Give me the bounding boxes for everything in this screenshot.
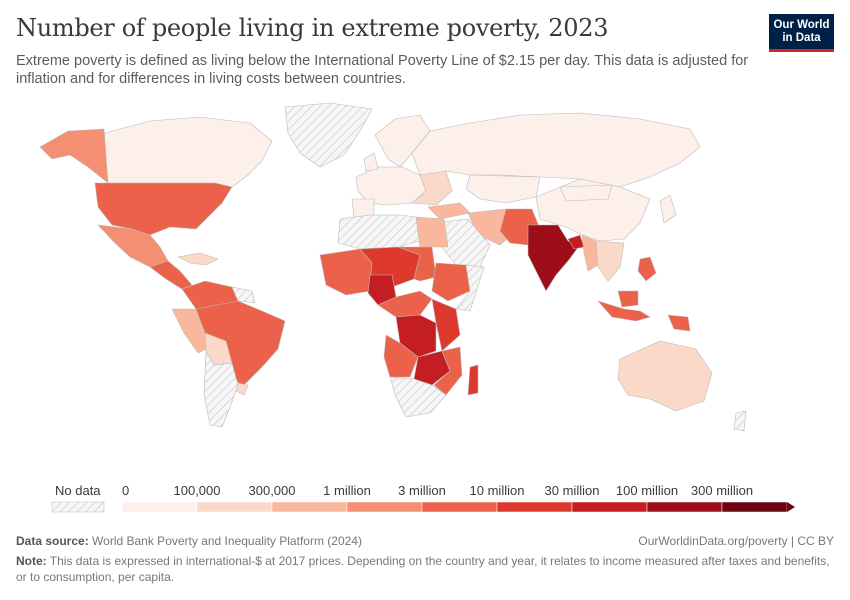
russia[interactable] [411, 112, 701, 188]
canada[interactable] [101, 116, 273, 188]
caribbean[interactable] [177, 252, 219, 266]
sudan[interactable] [397, 246, 437, 282]
west-africa[interactable] [319, 248, 373, 296]
legend-tick-label-5: 10 million [470, 483, 525, 498]
mongolia[interactable] [559, 184, 613, 202]
legend-bin-6[interactable] [571, 501, 648, 513]
legend-tick-label-0: 0 [122, 483, 129, 498]
source-label: Data source: [16, 534, 89, 548]
argentina-chile[interactable] [203, 350, 239, 428]
japan[interactable] [659, 194, 677, 224]
new-zealand[interactable] [733, 410, 747, 432]
legend-tick-label-6: 30 million [545, 483, 600, 498]
legend-bin-1[interactable] [196, 501, 273, 513]
south-africa[interactable] [389, 376, 447, 418]
madagascar[interactable] [467, 364, 479, 396]
papua-new-guinea[interactable] [667, 314, 691, 332]
note: Note: This data is expressed in internat… [16, 553, 834, 585]
kazakhstan[interactable] [465, 174, 541, 204]
legend-tick-label-7: 100 million [616, 483, 678, 498]
ethiopia[interactable] [431, 262, 471, 302]
chart-subtitle: Extreme poverty is defined as living bel… [16, 53, 749, 87]
egypt[interactable] [415, 216, 449, 248]
logo-line-1: Our World [773, 18, 830, 31]
legend-bin-2[interactable] [271, 501, 348, 513]
data-source: Data source: World Bank Poverty and Ineq… [16, 533, 362, 549]
uk[interactable] [363, 152, 379, 172]
legend-bins: 0 100,000 300,000 1 million 3 million 10 mill… [121, 483, 795, 513]
angola[interactable] [383, 334, 419, 378]
philippines[interactable] [637, 256, 657, 282]
legend-no-data-swatch [51, 501, 105, 513]
legend-tick-label-4: 3 million [398, 483, 446, 498]
greenland[interactable] [284, 102, 373, 168]
legend-bin-0[interactable] [121, 501, 198, 513]
guianas[interactable] [231, 286, 256, 304]
india[interactable] [527, 224, 581, 292]
legend-tick-label-2: 300,000 [249, 483, 296, 498]
legend-tick-label-1: 100,000 [174, 483, 221, 498]
australia[interactable] [617, 340, 713, 412]
somalia[interactable] [455, 264, 485, 312]
borneo[interactable] [617, 290, 639, 308]
iberia[interactable] [351, 198, 375, 218]
world-map[interactable] [0, 95, 850, 470]
legend-no-data-label: No data [55, 483, 101, 498]
united-states[interactable] [94, 182, 233, 236]
north-africa[interactable] [337, 214, 421, 250]
indonesia[interactable] [597, 300, 651, 322]
attribution-link[interactable]: OurWorldinData.org/poverty | CC BY [638, 534, 834, 548]
legend-tick-label-3: 1 million [323, 483, 371, 498]
legend-bin-8[interactable] [721, 501, 788, 513]
chart-title: Number of people living in extreme pover… [16, 14, 609, 42]
legend: No data 0 100,000 300,000 1 million 3 millio… [51, 483, 795, 513]
legend-bin-7[interactable] [646, 501, 723, 513]
owid-logo[interactable]: Our World in Data [769, 14, 834, 52]
logo-line-2: in Data [782, 31, 821, 44]
legend-arrow [787, 502, 795, 512]
legend-bin-4[interactable] [421, 501, 498, 513]
alaska[interactable] [39, 128, 109, 184]
east-africa[interactable] [431, 298, 461, 352]
uruguay[interactable] [235, 382, 249, 396]
footer: Data source: World Bank Poverty and Ineq… [16, 533, 834, 585]
note-text: This data is expressed in international-… [16, 554, 830, 584]
note-label: Note: [16, 554, 47, 568]
legend-bin-5[interactable] [496, 501, 573, 513]
legend-bin-3[interactable] [346, 501, 423, 513]
southern-africa-mid[interactable] [413, 350, 451, 386]
myanmar[interactable] [581, 234, 599, 272]
turkey[interactable] [427, 202, 471, 220]
legend-tick-label-8: 300 million [691, 483, 753, 498]
central-america[interactable] [149, 260, 193, 290]
source-text[interactable]: World Bank Poverty and Inequality Platfo… [92, 534, 362, 548]
southeast-asia[interactable] [595, 240, 625, 282]
